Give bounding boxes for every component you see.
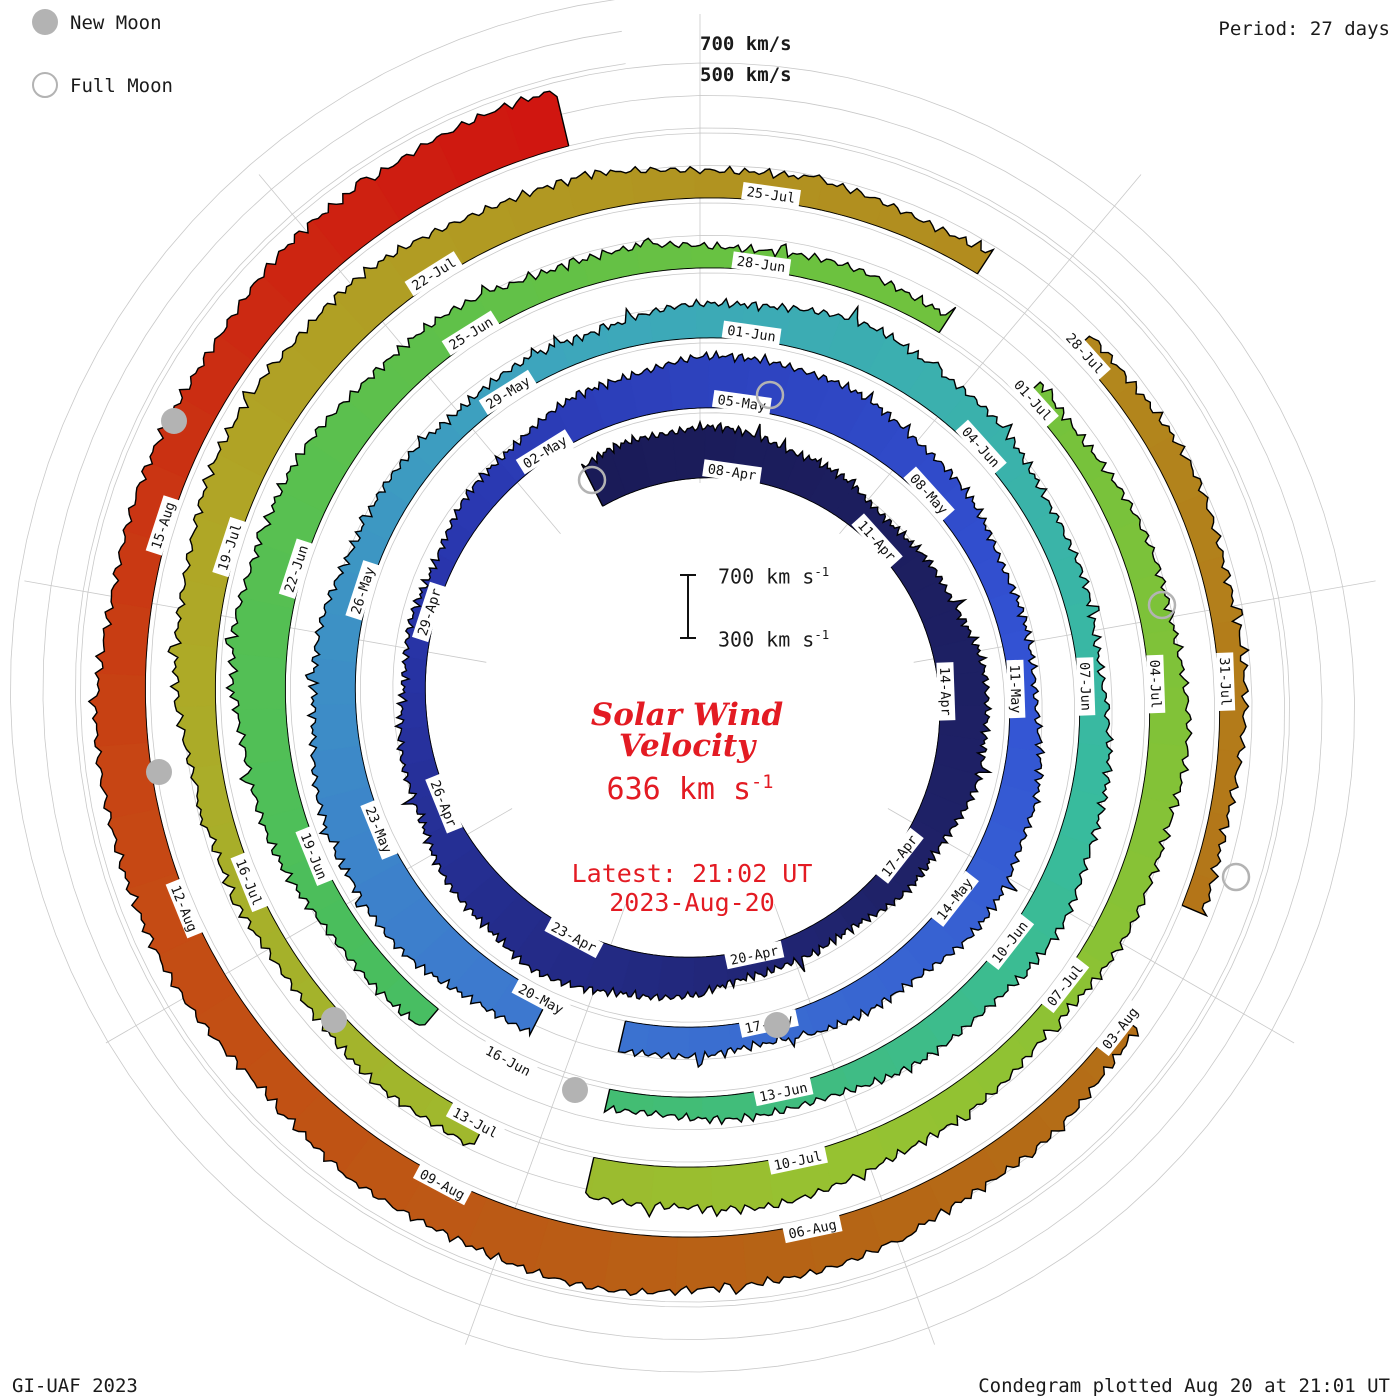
date-label: 07-Jun	[1076, 657, 1096, 716]
new-moon-marker	[146, 759, 172, 785]
full-moon-legend-label: Full Moon	[70, 75, 173, 97]
svg-text:11-May: 11-May	[1006, 664, 1024, 713]
new-moon-icon	[32, 9, 58, 35]
plotted-timestamp-label: Condegram plotted Aug 20 at 21:01 UT	[978, 1375, 1390, 1397]
period-label: Period: 27 days	[1218, 18, 1390, 40]
new-moon-legend-label: New Moon	[70, 12, 162, 34]
chart-title: Solar Wind Velocity	[590, 697, 784, 764]
date-label: 04-Jul	[1146, 654, 1166, 714]
svg-text:31-Jul: 31-Jul	[1216, 657, 1234, 706]
svg-text:14-Apr: 14-Apr	[936, 667, 954, 716]
svg-text:07-Jun: 07-Jun	[1076, 662, 1094, 711]
svg-text:25-Jul: 25-Jul	[746, 184, 797, 207]
date-label: 16-Jun	[478, 1039, 538, 1082]
outer-scale-500-label: 500 km/s	[700, 64, 792, 86]
moon-markers	[146, 380, 1251, 1103]
center-scale-high-label: 700 km s-1	[718, 564, 830, 589]
latest-timestamp: Latest: 21:02 UT 2023-Aug-20	[571, 859, 813, 917]
new-moon-marker	[764, 1012, 790, 1038]
current-velocity-value: 636 km s-1	[606, 772, 774, 807]
outer-scale-700-label: 700 km/s	[700, 33, 792, 55]
spiral-band-edges	[87, 90, 1250, 1297]
full-moon-marker	[1147, 590, 1177, 620]
full-moon-marker	[577, 465, 607, 495]
new-moon-marker	[161, 408, 187, 434]
date-label: 28-Jun	[731, 251, 792, 277]
date-label: 01-Jun	[721, 320, 782, 346]
svg-text:28-Jun: 28-Jun	[736, 253, 787, 276]
full-moon-marker	[1221, 862, 1251, 892]
svg-text:05-May: 05-May	[716, 392, 767, 415]
date-label: 25-Jul	[741, 182, 801, 207]
date-label: 11-May	[1006, 659, 1026, 719]
new-moon-marker	[321, 1007, 347, 1033]
full-moon-icon	[32, 72, 58, 98]
svg-text:08-Apr: 08-Apr	[707, 461, 758, 484]
full-moon-marker	[755, 380, 785, 410]
date-label: 31-Jul	[1216, 652, 1236, 711]
date-label: 08-Apr	[702, 459, 762, 485]
svg-text:04-Jul: 04-Jul	[1146, 659, 1164, 708]
svg-text:16-Jun: 16-Jun	[482, 1043, 533, 1080]
credit-label: GI-UAF 2023	[12, 1375, 138, 1397]
center-scale-low-label: 300 km s-1	[718, 627, 830, 652]
svg-text:01-Jun: 01-Jun	[726, 323, 777, 346]
center-scale-bar	[680, 574, 696, 639]
date-label: 14-Apr	[936, 662, 956, 721]
new-moon-marker	[562, 1077, 588, 1103]
